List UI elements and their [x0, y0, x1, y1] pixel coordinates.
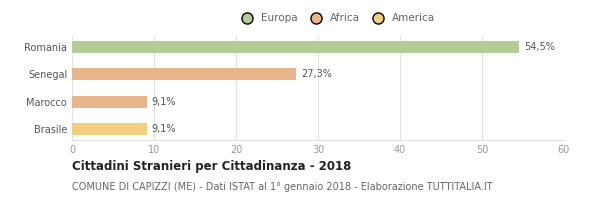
Bar: [72, 68, 296, 80]
Text: 27,3%: 27,3%: [301, 69, 332, 79]
Text: 9,1%: 9,1%: [152, 124, 176, 134]
Bar: [72, 96, 146, 108]
Legend: Europa, Africa, America: Europa, Africa, America: [233, 9, 439, 28]
Text: 9,1%: 9,1%: [152, 97, 176, 107]
Text: 54,5%: 54,5%: [524, 42, 554, 52]
Text: Cittadini Stranieri per Cittadinanza - 2018: Cittadini Stranieri per Cittadinanza - 2…: [72, 160, 352, 173]
Bar: [72, 123, 146, 135]
Bar: [72, 41, 519, 53]
Text: COMUNE DI CAPIZZI (ME) - Dati ISTAT al 1° gennaio 2018 - Elaborazione TUTTITALIA: COMUNE DI CAPIZZI (ME) - Dati ISTAT al 1…: [72, 182, 493, 192]
